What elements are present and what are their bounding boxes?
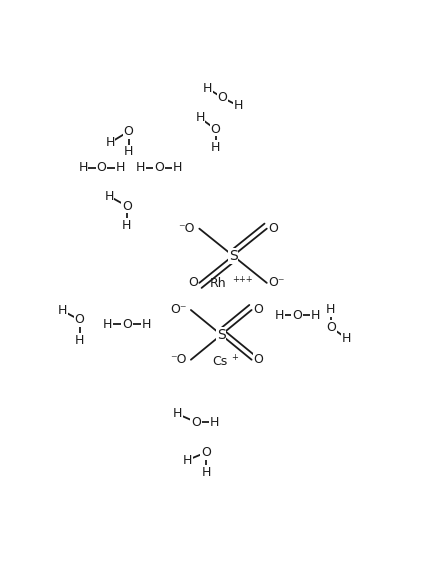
Text: ⁻O: ⁻O xyxy=(170,353,187,366)
Text: H: H xyxy=(341,332,350,345)
Text: O: O xyxy=(217,91,227,104)
Text: H: H xyxy=(326,303,335,316)
Text: O: O xyxy=(187,276,197,289)
Text: O: O xyxy=(253,353,263,366)
Text: H: H xyxy=(203,82,212,95)
Text: S: S xyxy=(217,328,225,342)
Text: +: + xyxy=(230,353,237,362)
Text: H: H xyxy=(195,112,204,124)
Text: O: O xyxy=(123,125,133,138)
Text: H: H xyxy=(124,146,133,158)
Text: H: H xyxy=(172,407,182,420)
Text: O: O xyxy=(210,123,220,136)
Text: ⁻O: ⁻O xyxy=(178,222,194,235)
Text: H: H xyxy=(122,218,131,231)
Text: O: O xyxy=(268,222,278,235)
Text: O⁻: O⁻ xyxy=(170,303,187,316)
Text: H: H xyxy=(105,136,115,149)
Text: Rh: Rh xyxy=(209,277,226,291)
Text: O: O xyxy=(253,303,263,316)
Text: H: H xyxy=(201,466,210,479)
Text: O: O xyxy=(122,318,132,331)
Text: H: H xyxy=(75,334,84,347)
Text: H: H xyxy=(182,454,192,467)
Text: H: H xyxy=(172,161,182,174)
Text: O: O xyxy=(96,161,106,174)
Text: H: H xyxy=(141,318,151,331)
Text: H: H xyxy=(103,318,112,331)
Text: H: H xyxy=(104,190,113,203)
Text: O⁻: O⁻ xyxy=(268,276,284,289)
Text: H: H xyxy=(233,99,242,112)
Text: H: H xyxy=(309,309,319,322)
Text: H: H xyxy=(78,161,88,174)
Text: H: H xyxy=(210,141,220,154)
Text: H: H xyxy=(274,309,283,322)
Text: O: O xyxy=(201,446,210,459)
Text: +++: +++ xyxy=(232,275,253,284)
Text: S: S xyxy=(228,249,237,263)
Text: O: O xyxy=(292,309,301,322)
Text: H: H xyxy=(115,161,125,174)
Text: H: H xyxy=(58,305,67,318)
Text: O: O xyxy=(154,161,164,174)
Text: H: H xyxy=(135,161,145,174)
Text: H: H xyxy=(210,416,219,429)
Text: O: O xyxy=(325,321,335,333)
Text: O: O xyxy=(75,313,84,326)
Text: O: O xyxy=(191,416,201,429)
Text: Cs: Cs xyxy=(212,356,227,369)
Text: O: O xyxy=(122,200,132,212)
